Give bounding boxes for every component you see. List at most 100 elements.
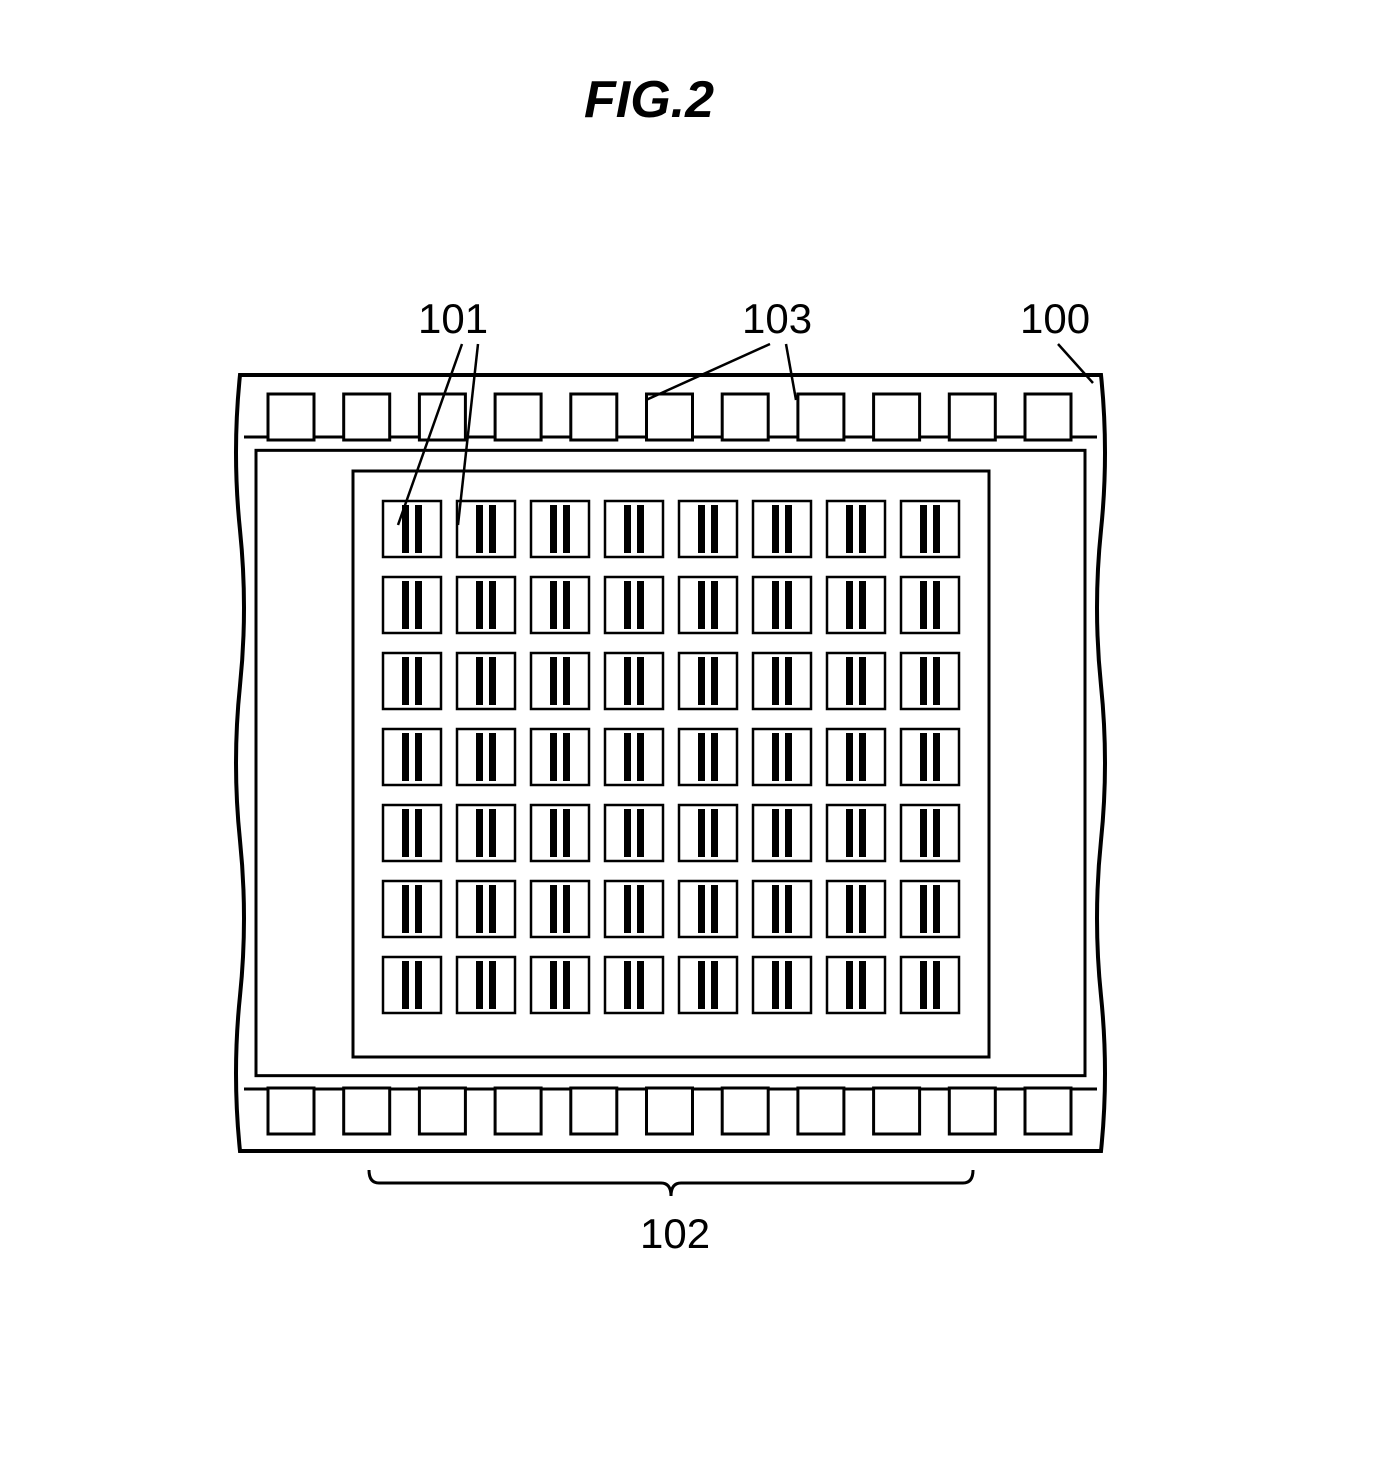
bond-pad xyxy=(874,394,920,440)
unit-cell xyxy=(827,957,885,1013)
unit-cell xyxy=(679,881,737,937)
unit-cell xyxy=(679,805,737,861)
cell-bar xyxy=(846,961,853,1009)
cell-bar xyxy=(637,809,644,857)
cell-bar xyxy=(711,809,718,857)
cell-bar xyxy=(415,581,422,629)
cell-bar xyxy=(920,657,927,705)
unit-cell xyxy=(531,577,589,633)
cell-bar xyxy=(933,885,940,933)
cell-bar xyxy=(489,581,496,629)
cell-bar xyxy=(711,885,718,933)
unit-cell xyxy=(827,577,885,633)
cell-bar xyxy=(785,581,792,629)
unit-cell xyxy=(605,577,663,633)
bond-pad xyxy=(647,1088,693,1134)
unit-cell xyxy=(901,653,959,709)
cell-bar xyxy=(859,809,866,857)
unit-cell xyxy=(457,881,515,937)
cell-bar xyxy=(489,657,496,705)
cell-bar xyxy=(711,505,718,553)
cell-bar xyxy=(859,581,866,629)
cell-bar xyxy=(772,733,779,781)
bond-pad xyxy=(495,1088,541,1134)
cell-bar xyxy=(550,961,557,1009)
cell-bar xyxy=(933,581,940,629)
unit-cell xyxy=(531,653,589,709)
cell-bar xyxy=(698,505,705,553)
unit-cell xyxy=(827,881,885,937)
brace-102 xyxy=(369,1170,973,1196)
unit-cell xyxy=(457,805,515,861)
cell-bar xyxy=(785,809,792,857)
unit-cell xyxy=(827,501,885,557)
cell-bar xyxy=(402,809,409,857)
cell-bar xyxy=(698,657,705,705)
unit-cell xyxy=(753,501,811,557)
bond-pad xyxy=(949,394,995,440)
cell-bar xyxy=(415,961,422,1009)
cell-bar xyxy=(859,505,866,553)
unit-cell xyxy=(605,653,663,709)
unit-cell xyxy=(753,577,811,633)
unit-cell xyxy=(531,805,589,861)
cell-bar xyxy=(846,885,853,933)
cell-bar xyxy=(476,809,483,857)
cell-bar xyxy=(920,581,927,629)
bond-pad xyxy=(419,1088,465,1134)
bond-pad xyxy=(571,1088,617,1134)
unit-cell xyxy=(605,881,663,937)
cell-bar xyxy=(550,885,557,933)
cell-bar xyxy=(859,733,866,781)
unit-cell xyxy=(383,653,441,709)
cell-bar xyxy=(920,733,927,781)
cell-bar xyxy=(785,961,792,1009)
cell-bar xyxy=(624,657,631,705)
bond-pad xyxy=(268,394,314,440)
unit-cell xyxy=(457,957,515,1013)
unit-cell xyxy=(531,501,589,557)
cell-bar xyxy=(859,961,866,1009)
unit-cell xyxy=(605,805,663,861)
cell-bar xyxy=(933,809,940,857)
cell-bar xyxy=(402,961,409,1009)
unit-cell xyxy=(901,577,959,633)
cell-bar xyxy=(637,961,644,1009)
cell-bar xyxy=(563,961,570,1009)
cell-bar xyxy=(933,657,940,705)
cell-bar xyxy=(489,809,496,857)
unit-cell xyxy=(531,729,589,785)
bond-pad xyxy=(722,394,768,440)
cell-bar xyxy=(489,961,496,1009)
cell-bar xyxy=(489,885,496,933)
cell-bar xyxy=(933,505,940,553)
cell-bar xyxy=(698,581,705,629)
unit-cell xyxy=(605,957,663,1013)
cell-bar xyxy=(489,733,496,781)
unit-cell xyxy=(383,729,441,785)
callout-label-101: 101 xyxy=(418,295,488,343)
cell-bar xyxy=(402,885,409,933)
cell-bar xyxy=(711,581,718,629)
unit-cell xyxy=(605,729,663,785)
unit-cell xyxy=(531,881,589,937)
cell-bar xyxy=(489,505,496,553)
cell-bar xyxy=(772,657,779,705)
cell-bar xyxy=(859,657,866,705)
unit-cell xyxy=(383,805,441,861)
chip-outline xyxy=(236,375,1105,1151)
unit-cell xyxy=(679,501,737,557)
cell-bar xyxy=(563,885,570,933)
cell-bar xyxy=(772,885,779,933)
unit-cell xyxy=(901,729,959,785)
cell-bar xyxy=(415,733,422,781)
cell-bar xyxy=(415,657,422,705)
bond-pad xyxy=(344,1088,390,1134)
cell-bar xyxy=(624,581,631,629)
bond-pad xyxy=(268,1088,314,1134)
unit-cell xyxy=(827,805,885,861)
cell-bar xyxy=(711,733,718,781)
cell-bar xyxy=(563,657,570,705)
figure-title: FIG.2 xyxy=(584,70,714,130)
bond-pad xyxy=(647,394,693,440)
